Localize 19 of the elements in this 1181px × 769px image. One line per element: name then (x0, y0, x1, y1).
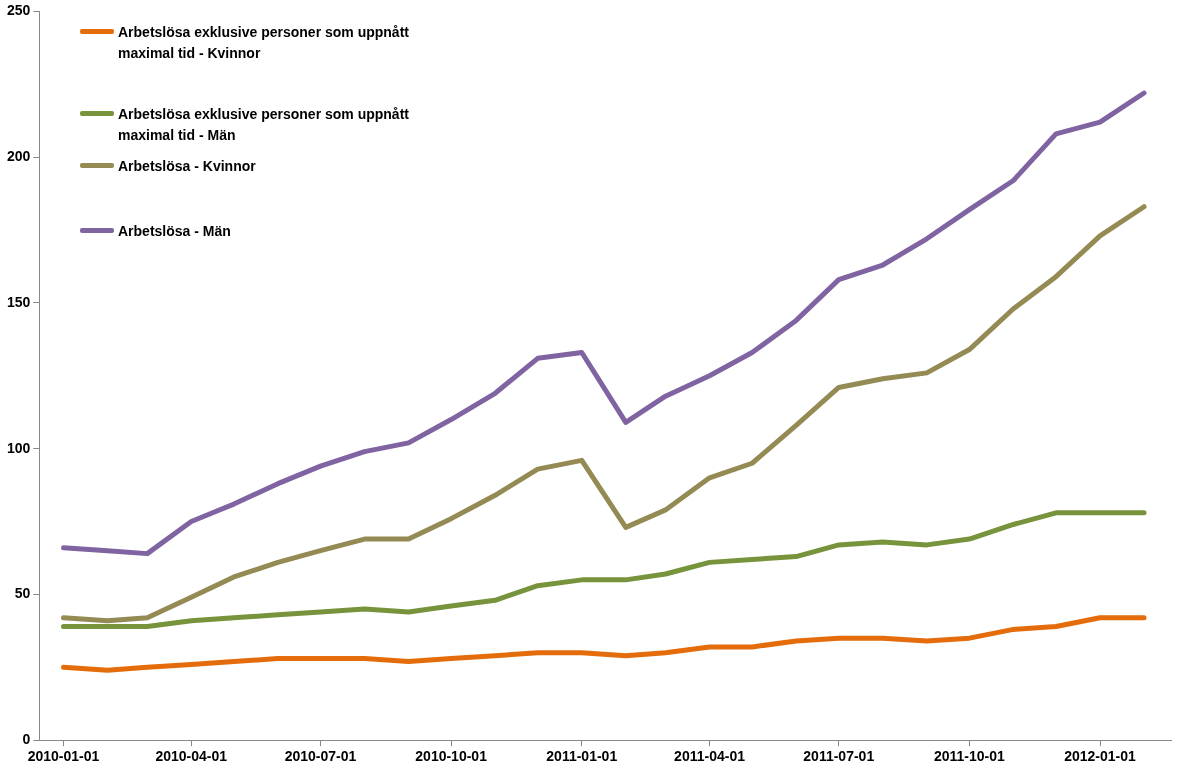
y-tick-label: 50 (14, 585, 31, 602)
legend-label: Arbetslösa - Kvinnor (118, 157, 256, 176)
y-tick-label: 0 (22, 731, 31, 748)
x-tick-label: 2012-01-01 (1064, 748, 1137, 765)
x-tick-label: 2011-10-01 (933, 748, 1006, 765)
legend-label: Arbetslösa exklusive personer som uppnått maximal tid - Män (118, 105, 410, 145)
x-tick-label: 2011-04-01 (674, 748, 746, 765)
y-tick-label: 150 (7, 293, 31, 310)
y-tick-label: 100 (7, 439, 31, 456)
legend-label: Arbetslösa exklusive personer som uppnått maximal tid - Kvinnor (118, 23, 410, 63)
legend-label: Arbetslösa - Män (118, 222, 231, 241)
y-tick-label: 200 (7, 148, 31, 165)
x-tick-label: 2011-01-01 (546, 748, 618, 765)
x-tick-label: 2010-01-01 (27, 748, 100, 765)
x-tick-label: 2010-10-01 (415, 748, 488, 765)
y-tick-label: 250 (7, 2, 31, 19)
x-tick-label: 2011-07-01 (803, 748, 875, 765)
x-tick-label: 2010-04-01 (155, 748, 228, 765)
x-tick-label: 2010-07-01 (284, 748, 357, 765)
